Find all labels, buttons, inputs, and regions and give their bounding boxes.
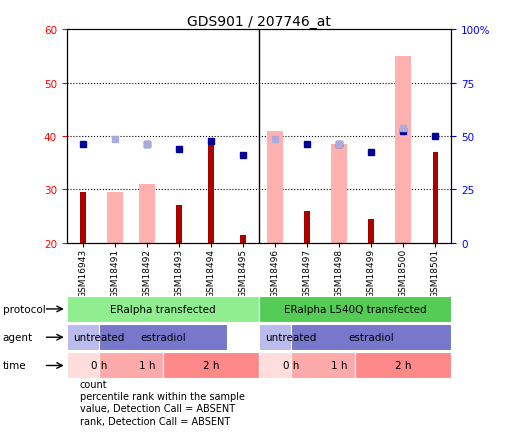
Text: value, Detection Call = ABSENT: value, Detection Call = ABSENT — [80, 404, 234, 413]
Bar — [98, 325, 227, 350]
Bar — [259, 325, 323, 350]
Title: GDS901 / 207746_at: GDS901 / 207746_at — [187, 15, 331, 30]
Bar — [139, 184, 155, 243]
Text: 0 h: 0 h — [283, 361, 299, 371]
Text: estradiol: estradiol — [348, 332, 394, 342]
Text: rank, Detection Call = ABSENT: rank, Detection Call = ABSENT — [80, 416, 230, 425]
Bar — [176, 206, 182, 243]
Text: untreated: untreated — [265, 332, 317, 342]
Text: 1 h: 1 h — [139, 361, 155, 371]
Bar — [368, 219, 374, 243]
Bar — [259, 353, 323, 378]
Bar — [208, 139, 214, 243]
Bar — [240, 235, 246, 243]
Bar — [67, 296, 259, 322]
Bar — [98, 353, 195, 378]
Bar — [267, 132, 283, 243]
Bar — [331, 145, 347, 243]
Bar — [67, 353, 131, 378]
Text: 2 h: 2 h — [395, 361, 411, 371]
Text: agent: agent — [3, 332, 33, 342]
Bar — [291, 353, 387, 378]
Text: protocol: protocol — [3, 304, 45, 314]
Text: 2 h: 2 h — [203, 361, 219, 371]
Bar — [304, 211, 310, 243]
Bar — [80, 193, 86, 243]
Text: estradiol: estradiol — [140, 332, 186, 342]
Bar — [396, 57, 411, 243]
Text: time: time — [3, 361, 26, 371]
Bar — [259, 296, 451, 322]
Text: count: count — [80, 379, 107, 389]
Text: percentile rank within the sample: percentile rank within the sample — [80, 391, 245, 401]
Text: 1 h: 1 h — [331, 361, 347, 371]
Bar — [355, 353, 451, 378]
Bar — [67, 325, 131, 350]
Bar — [107, 193, 123, 243]
Text: ERalpha transfected: ERalpha transfected — [110, 304, 215, 314]
Bar — [432, 153, 438, 243]
Bar — [163, 353, 259, 378]
Text: 0 h: 0 h — [91, 361, 107, 371]
Text: ERalpha L540Q transfected: ERalpha L540Q transfected — [284, 304, 427, 314]
Text: untreated: untreated — [73, 332, 125, 342]
Bar — [291, 325, 451, 350]
